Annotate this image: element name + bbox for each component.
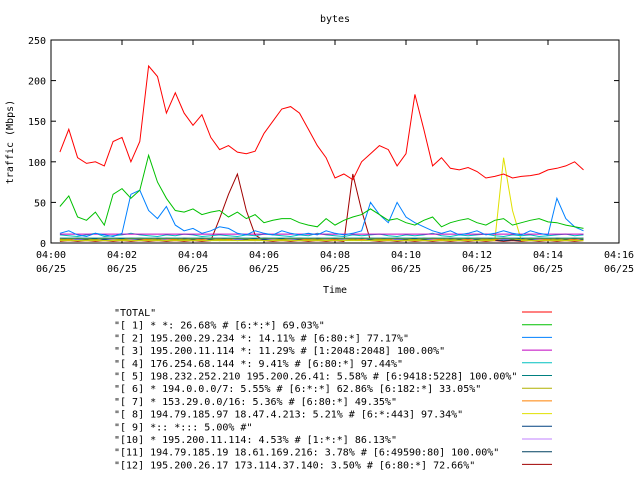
x-tick-time: 04:06 [249,250,279,261]
x-tick-time: 04:08 [320,250,350,261]
legend-label: "[ 4] 176.254.68.144 *: 9.41% # [6:80:*]… [114,359,403,370]
x-tick-date: 06/25 [604,264,634,275]
x-tick-time: 04:00 [36,250,66,261]
x-tick-date: 06/25 [320,264,350,275]
x-tick-date: 06/25 [36,264,66,275]
x-tick-time: 04:12 [462,250,492,261]
x-tick-date: 06/25 [533,264,563,275]
x-tick-time: 04:04 [178,250,208,261]
x-tick-date: 06/25 [178,264,208,275]
chart-title: bytes [320,14,350,25]
series-line-0 [59,64,584,181]
x-tick-time: 04:02 [107,250,137,261]
y-tick-label: 0 [40,239,46,250]
series-line-6 [59,237,584,241]
legend-label: "[12] 195.200.26.17 173.114.37.140: 3.50… [114,460,475,471]
series-line-1 [59,153,584,229]
legend-label: "[ 2] 195.200.29.234 *: 14.11% # [6:80:*… [114,333,409,344]
series-line-8 [59,157,584,242]
legend-label: "[ 3] 195.200.11.114 *: 11.29% # [1:2048… [114,346,445,357]
x-tick-date: 06/25 [107,264,137,275]
plot-frame [50,39,620,244]
x-tick-date: 06/25 [462,264,492,275]
x-tick-time: 04:10 [391,250,421,261]
series-lines [59,64,584,242]
x-tick-time: 04:14 [533,250,563,261]
x-axis-ticks: 04:00 06/25 04:02 06/25 04:04 06/25 04:06 06/25… [36,40,634,275]
legend-label: "[ 6] * 194.0.0.0/7: 5.55% # [6:*:*] 62.… [114,384,481,395]
y-tick-label: 250 [28,36,46,47]
y-tick-label: 150 [28,117,46,128]
legend-label: "[ 9] *:: *::: 5.00% #" [114,422,252,433]
legend: "TOTAL" "[ 1] * *: 26.68% # [6:*:*] 69.03… [114,308,552,471]
x-tick-time: 04:16 [604,250,634,261]
series-line-2 [59,189,584,238]
legend-label: "[ 8] 194.79.185.97 18.47.4.213: 5.21% #… [114,410,463,421]
y-axis-ticks: 0 50 100 150 200 250 [28,36,619,250]
legend-label: "[11] 194.79.185.19 18.61.169.216: 3.78%… [114,448,499,459]
legend-label: "[ 5] 198.232.252.210 195.200.26.41: 5.5… [114,372,517,383]
y-axis-label: traffic (Mbps) [5,100,16,184]
legend-label: "TOTAL" [114,308,156,319]
legend-label: "[ 1] * *: 26.68% # [6:*:*] 69.03%" [114,321,325,332]
y-tick-label: 100 [28,158,46,169]
y-tick-label: 50 [34,198,46,209]
x-tick-date: 06/25 [391,264,421,275]
x-axis-label: Time [323,285,347,296]
legend-label: "[10] * 195.200.11.114: 4.53% # [1:*:*] … [114,435,397,446]
x-tick-date: 06/25 [249,264,279,275]
legend-label: "[ 7] * 153.29.0.0/16: 5.36% # [6:80:*] … [114,397,397,408]
y-tick-label: 200 [28,77,46,88]
